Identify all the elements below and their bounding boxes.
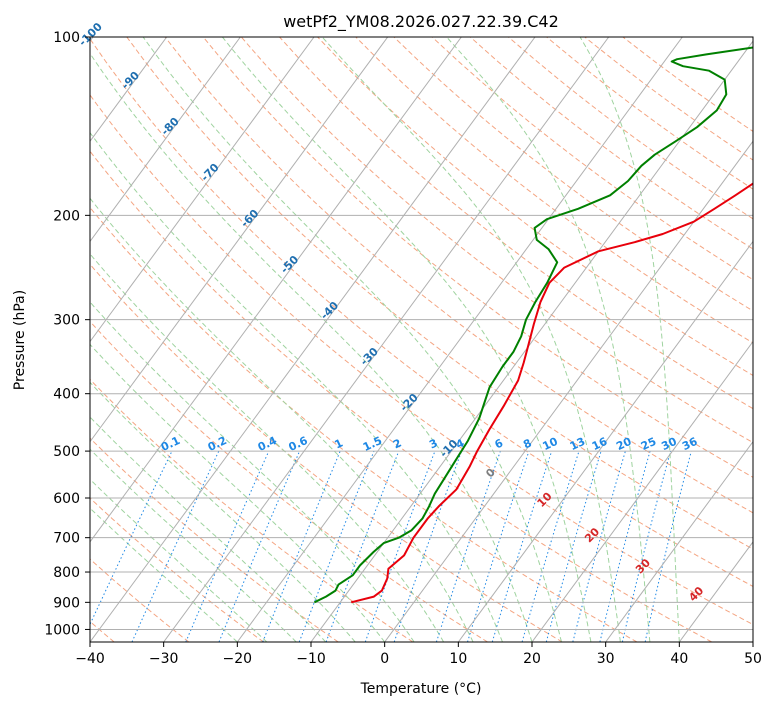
- mixing-ratio-label: 25: [639, 435, 658, 453]
- y-tick-label: 400: [53, 387, 80, 403]
- dry-adiabat: [90, 94, 753, 626]
- isotherm: [90, 37, 462, 543]
- moist-adiabat: [90, 197, 474, 642]
- x-tick-label: 0: [380, 651, 389, 667]
- x-tick-label: 20: [523, 651, 541, 667]
- dry-adiabat: [90, 37, 753, 587]
- moist-adiabat: [90, 253, 445, 642]
- moist-adiabat: [142, 37, 562, 642]
- y-tick-label: 600: [53, 491, 80, 507]
- axis-ticks: −40 −30 −20 −10 0 10 20 30 40 50 100 200 300 400 500 60…: [44, 30, 762, 667]
- moist-adiabat: [90, 52, 533, 642]
- dry-adiabat: [90, 263, 563, 642]
- moist-adiabat: [222, 37, 592, 642]
- isotherm: [531, 340, 753, 642]
- mixing-ratio-line: [298, 450, 375, 642]
- dry-adiabat: [279, 37, 753, 410]
- x-tick-label: 30: [597, 651, 615, 667]
- y-tick-label: 900: [53, 595, 80, 611]
- moist-adiabat: [321, 37, 621, 642]
- moist-adiabat: [90, 416, 327, 642]
- moist-adiabat: [446, 37, 651, 642]
- series-layer: [313, 46, 753, 604]
- dry-adiabat: [90, 558, 190, 642]
- x-tick-label: −20: [223, 651, 253, 667]
- moist-adiabat: [579, 37, 680, 642]
- isotherm: [90, 37, 241, 243]
- mixing-ratio-line: [467, 450, 530, 642]
- y-tick-label: 100: [53, 30, 80, 46]
- mixing-ratio-line: [218, 450, 301, 642]
- isotherm: [90, 37, 315, 343]
- moist-adiabat: [90, 381, 356, 642]
- y-tick-label: 800: [53, 565, 80, 581]
- mixing-ratio-line: [621, 450, 672, 642]
- x-tick-label: −30: [149, 651, 179, 667]
- mixing-ratio-label: 36: [680, 435, 700, 453]
- mixing-ratio-label: 10: [541, 435, 561, 453]
- moist-adiabat: [90, 131, 503, 642]
- y-tick-label: 700: [53, 531, 80, 547]
- isotherm: [384, 140, 753, 642]
- x-tick-label: −40: [75, 651, 105, 667]
- isotherm: [236, 37, 683, 642]
- y-tick-label: 300: [53, 313, 80, 329]
- isotherm: [605, 440, 753, 642]
- isotherm: [90, 37, 536, 642]
- plot-frame: [89, 36, 754, 643]
- x-tick-label: 10: [449, 651, 467, 667]
- mixing-ratio-line: [325, 450, 400, 642]
- y-tick-label: 200: [53, 208, 80, 224]
- dry-adiabat: [393, 37, 753, 312]
- temperature-line: [350, 182, 753, 604]
- x-tick-label: 50: [744, 651, 762, 667]
- mixing-ratio-line: [491, 450, 553, 642]
- dewpoint-line: [313, 46, 753, 604]
- mixing-ratio-line: [545, 450, 602, 642]
- chart-title: wetPf2_YM08.2026.027.22.39.C42: [283, 12, 559, 32]
- mixing-ratio-line: [262, 450, 341, 642]
- mixing-ratio-label: 20: [614, 435, 634, 453]
- dry-adiabat: [164, 37, 753, 514]
- mixing-ratio-line: [521, 450, 580, 642]
- moist-adiabat: [90, 448, 297, 642]
- isotherm: [163, 37, 610, 642]
- moist-adiabat: [90, 301, 415, 642]
- x-axis-label: Temperature (°C): [360, 681, 482, 697]
- dry-adiabat: [126, 37, 753, 550]
- isotherm: [90, 37, 168, 143]
- mixing-ratio-label: 16: [590, 435, 610, 453]
- dry-adiabat: [317, 37, 753, 377]
- y-tick-label: 500: [53, 444, 80, 460]
- mixing-ratio-line: [185, 450, 270, 642]
- x-tick-label: 40: [670, 651, 688, 667]
- plot-background: [90, 37, 753, 642]
- background-lines: [90, 37, 753, 642]
- isotherm: [457, 240, 753, 642]
- isotherm: [752, 641, 753, 642]
- x-tick-label: −10: [296, 651, 326, 667]
- y-tick-label: 1000: [44, 622, 80, 638]
- isotherm: [90, 37, 389, 443]
- mixing-ratio-label: 13: [568, 435, 587, 453]
- mixing-ratio-line: [572, 450, 626, 642]
- y-axis-label: Pressure (hPa): [12, 290, 28, 390]
- mixing-ratio-label: 30: [659, 435, 679, 453]
- dry-adiabat: [90, 150, 712, 642]
- mixing-ratio-line: [435, 450, 501, 642]
- dry-adiabat: [90, 206, 638, 642]
- mixing-ratio-line: [599, 450, 651, 642]
- mixing-ratio-line: [364, 450, 436, 642]
